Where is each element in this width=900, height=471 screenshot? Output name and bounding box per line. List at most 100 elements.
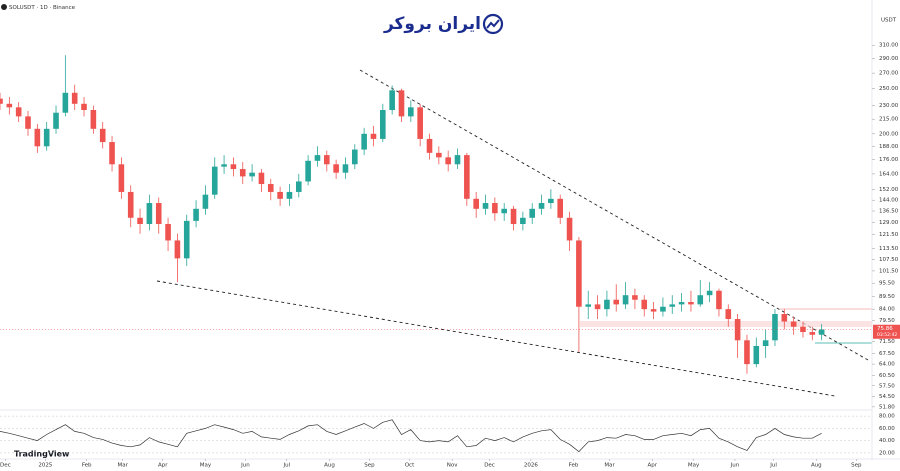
candle-body — [632, 295, 638, 300]
candle-body — [258, 172, 265, 185]
candle-body — [753, 345, 760, 365]
candle-body — [650, 309, 657, 312]
candle-body — [408, 107, 414, 117]
candle-body — [818, 329, 825, 335]
y-tick-label: 95.50 — [879, 281, 895, 287]
x-tick-label: Feb — [569, 463, 579, 469]
y-tick-label: 51.80 — [879, 404, 895, 410]
candle-body — [380, 109, 386, 139]
x-tick-label: Mar — [118, 463, 129, 469]
candle-body — [239, 169, 246, 177]
candle-body — [594, 304, 601, 310]
rsi-tick-label: 40.00 — [879, 438, 895, 444]
x-tick-label: Aug — [811, 463, 822, 469]
candle-body — [641, 299, 648, 310]
x-tick-label: Jun — [730, 463, 740, 469]
logo: ایران بروکر — [383, 13, 504, 35]
candle-body — [221, 164, 227, 167]
candle-body — [361, 133, 367, 150]
candle-body — [90, 109, 97, 129]
candle-body — [81, 103, 87, 110]
y-tick-label: 67.50 — [879, 351, 895, 357]
candle-body — [202, 194, 209, 209]
last-price-label: 75.86 — [877, 326, 893, 332]
x-tick-label: Sep — [364, 463, 375, 469]
x-tick-label: 2025 — [38, 463, 52, 469]
x-tick-label: Dec — [484, 463, 495, 469]
y-tick-label: 79.50 — [879, 318, 895, 324]
y-tick-label: 230.00 — [879, 103, 899, 109]
y-tick-label: 84.00 — [879, 307, 895, 313]
candle-body — [323, 155, 330, 165]
candle-body — [790, 321, 797, 327]
candle-body — [286, 191, 293, 199]
candle-body — [71, 92, 78, 104]
candle-body — [398, 90, 405, 117]
candle-body — [99, 128, 106, 143]
x-tick-label: 2026 — [524, 463, 538, 469]
x-tick-label: Nov — [447, 463, 458, 469]
x-tick-label: Apr — [647, 463, 657, 469]
candle-body — [716, 290, 722, 310]
countdown-label: 03:52:42 — [877, 332, 897, 338]
y-tick-label: 152.00 — [879, 187, 899, 193]
y-tick-label: 71.50 — [879, 339, 895, 345]
y-tick-label: 57.50 — [879, 383, 895, 389]
candle-body — [267, 184, 274, 192]
candle-body — [183, 220, 190, 259]
y-tick-label: 176.00 — [879, 157, 899, 163]
candle-body — [352, 149, 358, 165]
candle-body — [473, 198, 479, 209]
logo-arrow — [486, 19, 500, 29]
candle-body — [53, 112, 59, 129]
candle-body — [193, 208, 199, 221]
candle-body — [62, 92, 69, 113]
candle-body — [277, 191, 283, 199]
candle-body — [566, 217, 573, 241]
candle-body — [725, 309, 732, 320]
x-tick-label: Dec — [0, 463, 11, 469]
trendline-lower — [156, 280, 836, 397]
candle-body — [109, 142, 115, 165]
x-tick-label: Jun — [240, 463, 250, 469]
candle-body — [669, 304, 676, 307]
candle-body — [464, 155, 470, 199]
candle-body — [6, 103, 13, 108]
candle-body — [548, 198, 554, 204]
y-tick-label: 144.00 — [879, 198, 899, 204]
candle-body — [165, 224, 171, 241]
symbol-icon — [1, 4, 7, 10]
candle-body — [744, 340, 750, 365]
y-tick-label: 290.00 — [879, 56, 899, 62]
y-tick-label: 188.00 — [879, 144, 899, 150]
y-tick-label: 215.00 — [879, 117, 899, 123]
candle-body — [25, 116, 31, 129]
candle-body — [482, 203, 489, 209]
candle-body — [34, 128, 41, 147]
y-tick-label: 121.50 — [879, 232, 899, 238]
x-tick-label: Oct — [405, 463, 415, 469]
candle-body — [510, 208, 517, 225]
y-tick-label: 129.00 — [879, 220, 899, 226]
x-tick-label: Jul — [282, 463, 290, 469]
x-tick-label: Mar — [604, 463, 615, 469]
chart-title: SOLUSDT · 1D · Binance — [9, 5, 76, 11]
candle-body — [314, 155, 321, 161]
x-tick-label: May — [200, 463, 212, 469]
candle-body — [174, 240, 181, 259]
candle-body — [249, 172, 255, 177]
candle-body — [520, 217, 526, 225]
candle-body — [295, 181, 302, 192]
candle-body — [118, 164, 125, 192]
rsi-tick-label: 20.00 — [879, 450, 895, 456]
x-tick-label: Apr — [158, 463, 168, 469]
candle-body — [697, 295, 704, 305]
candle-body — [342, 164, 349, 173]
candle-body — [15, 107, 22, 117]
y-tick-label: 250.00 — [879, 86, 899, 92]
candle-body — [529, 208, 536, 218]
candle-body — [678, 302, 685, 305]
y-tick-label: 200.00 — [879, 131, 899, 137]
